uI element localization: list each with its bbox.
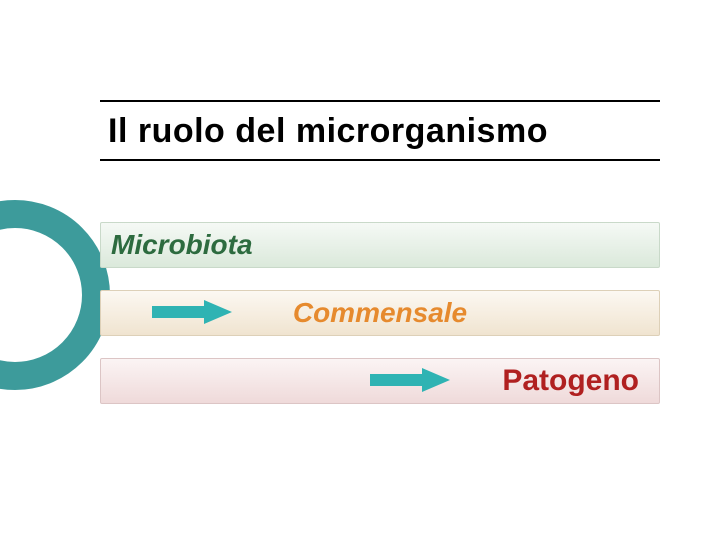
arrow-icon (370, 368, 450, 392)
box-microbiota: Microbiota (100, 222, 660, 268)
arrow-icon (152, 300, 232, 324)
title-block: Il ruolo del microrganismo (100, 100, 660, 161)
box-commensale-label: Commensale (293, 297, 467, 329)
box-microbiota-label: Microbiota (111, 229, 253, 261)
title-rule-bottom (100, 159, 660, 161)
box-patogeno-label: Patogeno (502, 364, 639, 398)
decor-circle (0, 200, 110, 390)
page-title: Il ruolo del microrganismo (100, 102, 660, 159)
